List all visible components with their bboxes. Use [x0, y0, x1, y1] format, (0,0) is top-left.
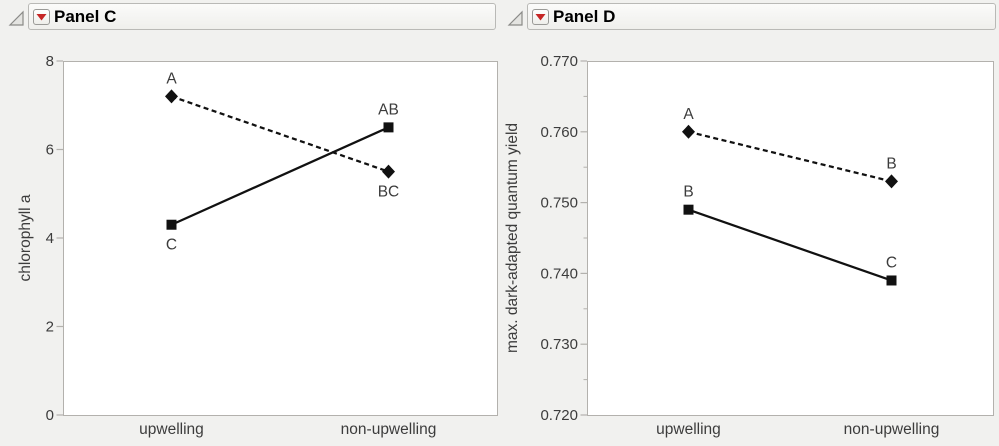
x-category-label: upwelling [139, 421, 204, 438]
y-tick-label: 0.720 [540, 407, 578, 424]
chart-svg: 8 6 4 2 0 upwelling non-upwelling chlorophyll a… [17, 53, 498, 438]
data-point-square[interactable] [683, 204, 694, 215]
point-significance-label: B [886, 155, 896, 172]
x-category-label: non-upwelling [844, 421, 940, 438]
data-point-square[interactable] [166, 219, 177, 230]
interaction-plot-chlorophyll-a: 8 6 4 2 0 upwelling non-upwelling chlorophyll a… [0, 0, 499, 446]
y-tick-label: 0.730 [540, 336, 578, 353]
point-significance-label: B [683, 184, 693, 201]
chart-svg: 0.770 0.760 0.750 0.740 0.730 0.720 upwelling n… [504, 53, 994, 438]
point-significance-label: AB [378, 101, 399, 118]
y-tick-label: 0 [46, 407, 54, 424]
panel-header: Panel C [28, 3, 496, 30]
point-significance-label: BC [378, 184, 400, 201]
data-point-diamond[interactable] [885, 174, 898, 189]
panel-title: Panel C [54, 6, 117, 26]
x-category-label: non-upwelling [341, 421, 437, 438]
red-triangle-menu-button[interactable] [33, 8, 50, 25]
red-triangle-icon [535, 13, 546, 20]
data-point-square[interactable] [886, 275, 897, 286]
series-line-dashed [171, 95, 389, 173]
point-significance-label: C [166, 237, 177, 254]
data-point-diamond[interactable] [382, 164, 395, 179]
data-point-diamond[interactable] [682, 124, 695, 139]
y-tick-label: 0.770 [540, 53, 578, 70]
series-line-solid [171, 126, 389, 226]
series-line-solid [688, 208, 892, 282]
plot-frame [587, 61, 994, 416]
disclosure-triangle-icon[interactable] [8, 10, 25, 27]
series-line-dashed [688, 130, 892, 183]
y-tick-label: 6 [46, 142, 54, 159]
point-significance-label: C [886, 254, 897, 271]
disclosure-triangle-shape [8, 10, 24, 26]
y-tick-label: 4 [46, 230, 54, 247]
x-category-label: upwelling [656, 421, 721, 438]
panel-c-section: Panel C 8 6 4 2 0 upwelling non-upwelling chlor… [0, 0, 499, 446]
data-point-diamond[interactable] [165, 89, 178, 104]
red-triangle-menu-button[interactable] [532, 8, 549, 25]
panel-title: Panel D [553, 6, 616, 26]
plot-frame [63, 61, 498, 416]
point-significance-label: A [166, 70, 177, 87]
y-tick-label: 0.760 [540, 124, 578, 141]
y-tick-label: 2 [46, 319, 54, 336]
y-tick-label: 0.750 [540, 195, 578, 212]
point-significance-label: A [683, 106, 694, 123]
y-axis-title: chlorophyll a [17, 194, 34, 281]
disclosure-triangle-icon[interactable] [507, 10, 524, 27]
y-tick-label: 0.740 [540, 265, 578, 282]
disclosure-triangle-shape [507, 10, 523, 26]
red-triangle-icon [36, 13, 47, 20]
interaction-plot-quantum-yield: 0.770 0.760 0.750 0.740 0.730 0.720 upwelling n… [499, 0, 999, 446]
y-tick-label: 8 [46, 53, 54, 70]
panel-d-section: Panel D 0.770 0.760 0.750 0.740 0.730 0.720 up… [499, 0, 999, 446]
y-axis-title: max. dark-adapted quantum yield [504, 123, 521, 353]
panel-header: Panel D [527, 3, 996, 30]
data-point-square[interactable] [383, 122, 394, 133]
